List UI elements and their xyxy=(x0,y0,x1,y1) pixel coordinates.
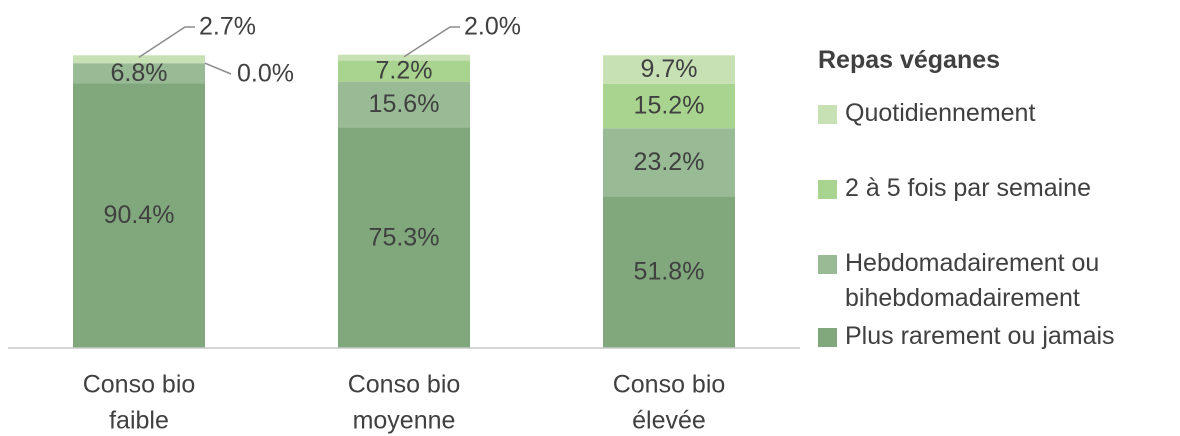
bar-segment xyxy=(338,127,470,348)
leader-line xyxy=(403,26,460,58)
legend-swatch xyxy=(818,255,837,274)
x-tick-label: moyenne xyxy=(353,407,456,435)
x-tick-label: faible xyxy=(109,407,169,435)
bar-segment xyxy=(338,81,470,128)
value-label: 2.0% xyxy=(464,13,521,41)
value-label: 2.7% xyxy=(199,13,256,41)
leader-line xyxy=(204,62,232,75)
x-tick-label: Conso bio xyxy=(613,371,726,399)
bar-segment xyxy=(603,128,735,197)
legend-item: Hebdomadairement ou bihebdomadairement xyxy=(818,246,1178,316)
value-label: 7.2% xyxy=(376,57,433,85)
value-label: 51.8% xyxy=(634,258,705,286)
value-label: 15.2% xyxy=(634,92,705,120)
bar-segment xyxy=(338,60,470,82)
legend-swatch xyxy=(818,328,837,347)
legend-item: Plus rarement ou jamais xyxy=(818,319,1178,354)
bar-segment xyxy=(603,196,735,348)
value-label: 0.0% xyxy=(237,60,294,88)
value-label: 90.4% xyxy=(104,201,175,229)
legend-swatch xyxy=(818,180,837,199)
legend-item: Quotidiennement xyxy=(818,96,1178,131)
leader-line xyxy=(138,26,195,58)
chart: 2.7% 0.0% 6.8% 90.4% Conso bio faible 2.0% 7.2%… xyxy=(8,13,800,435)
bar-segment xyxy=(338,54,470,61)
value-label: 9.7% xyxy=(641,55,698,83)
value-label: 75.3% xyxy=(369,223,440,251)
bar-segment xyxy=(603,55,735,84)
value-label: 23.2% xyxy=(634,148,705,176)
legend-label: Quotidiennement xyxy=(845,99,1036,127)
bar-segment xyxy=(73,63,205,84)
legend-title: Repas véganes xyxy=(818,46,1001,74)
legend-item: 2 à 5 fois par semaine xyxy=(818,171,1178,206)
bar-segment xyxy=(603,83,735,129)
x-tick-label: Conso bio xyxy=(348,371,461,399)
x-tick-label: Conso bio xyxy=(83,371,196,399)
legend-label: Plus rarement ou jamais xyxy=(845,322,1115,350)
legend-label: 2 à 5 fois par semaine xyxy=(845,174,1091,202)
bar-segment xyxy=(73,55,205,64)
value-label: 6.8% xyxy=(111,59,168,87)
legend-label: Hebdomadairement ou bihebdomadairement xyxy=(845,249,1100,312)
bar-segment xyxy=(73,83,205,349)
value-label: 15.6% xyxy=(369,90,440,118)
x-tick-label: élevée xyxy=(632,407,706,435)
legend-swatch xyxy=(818,105,837,124)
